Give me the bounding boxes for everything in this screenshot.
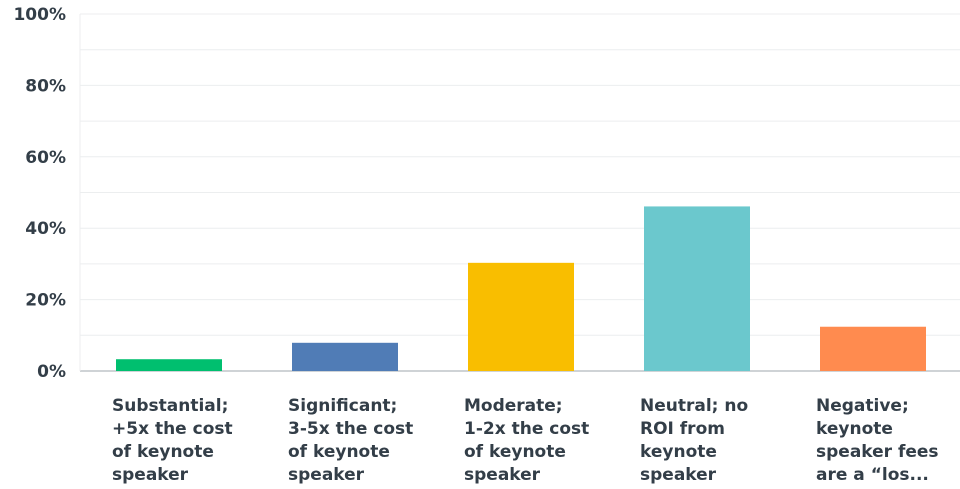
bar [292,342,398,371]
bar [820,326,926,371]
x-category-label: Moderate; 1-2x the cost of keynote speak… [464,396,590,485]
y-tick-label: 60% [25,148,66,168]
bar [468,262,574,371]
y-axis-ticks: 0% 20% 40% 60% 80% 100% [13,5,66,382]
bar [644,206,750,371]
y-tick-label: 0% [37,362,66,382]
y-tick-label: 40% [25,219,66,239]
x-category-label: Negative; keynote speaker fees are a “lo… [816,396,939,485]
x-category-label: Significant; 3-5x the cost of keynote sp… [288,396,414,485]
x-category-label: Substantial; +5x the cost of keynote spe… [112,396,233,485]
bars [116,206,926,371]
gridlines [79,13,960,372]
bar [116,359,222,371]
x-category-label: Neutral; no ROI from keynote speaker [640,396,749,485]
y-tick-label: 20% [25,291,66,311]
y-tick-label: 80% [25,76,66,96]
y-tick-label: 100% [13,5,66,25]
